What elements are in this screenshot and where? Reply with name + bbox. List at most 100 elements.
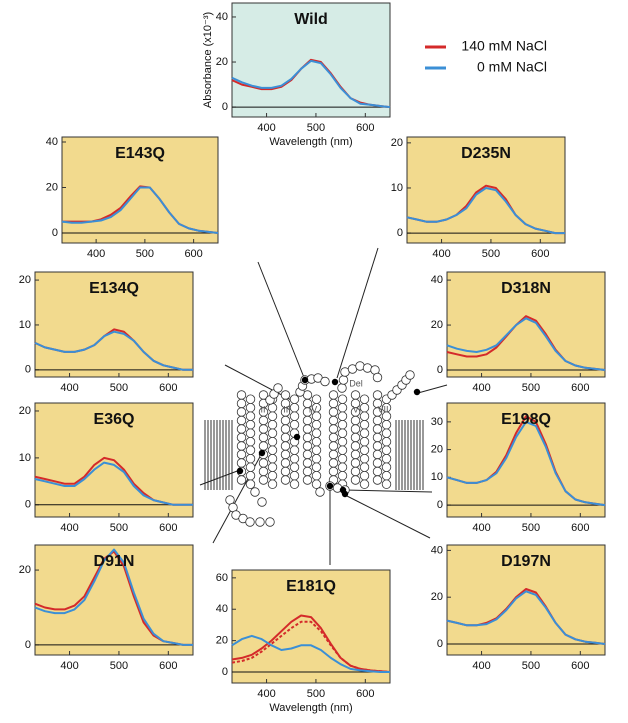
residue [372,458,383,468]
connector [344,494,431,539]
helix-label: VII [377,404,388,414]
residue [350,424,361,434]
residue [236,475,247,485]
x-tick-label: 600 [159,382,177,394]
mutation-site [413,388,421,396]
residue [245,394,256,404]
residue [350,390,361,400]
residue [359,420,370,430]
y-tick-label: 60 [216,572,228,584]
residue [359,462,370,472]
residue [280,390,291,400]
residue [359,394,370,404]
residue [236,407,247,417]
plot-area [446,544,606,656]
x-tick-label: 600 [159,660,177,672]
x-tick-label: 400 [472,660,490,672]
residue [302,466,313,477]
plot-area [446,271,606,378]
y-tick-label: 20 [216,635,228,647]
residue [381,462,392,472]
x-tick-label: 500 [110,660,128,672]
residue [381,428,392,438]
residue [245,471,256,481]
y-tick-label: 20 [19,274,31,286]
x-tick-label: 500 [522,660,540,672]
helix-label: IV [309,404,318,414]
residue [245,411,256,421]
y-tick-label: 10 [19,319,31,331]
y-axis-label: Absorbance (x10⁻³) [202,12,214,108]
residue [255,517,265,527]
y-tick-label: 0 [52,227,58,239]
residue [257,497,267,507]
y-tick-label: 20 [19,564,31,576]
x-tick-label: 500 [110,382,128,394]
panel-title: Wild [294,11,328,28]
residue [372,390,383,400]
y-tick-label: 20 [431,444,443,456]
residue [289,403,300,413]
x-tick-label: 400 [60,522,78,534]
spectrum-line [446,590,606,645]
y-tick-label: 10 [431,471,443,483]
y-tick-label: 20 [391,137,403,149]
residue [245,479,256,489]
panel-title: E36Q [94,411,135,428]
residue [280,458,291,468]
mutation-site [331,378,339,386]
residue [236,432,247,443]
residue [280,441,291,451]
helix-label: VI [353,404,362,414]
residue [405,370,415,380]
residue [245,517,255,527]
residue [289,454,300,464]
residue [289,445,300,455]
mutation-site [301,376,309,384]
residue [359,454,370,464]
residue [280,415,291,426]
y-tick-label: 20 [19,405,31,417]
y-tick-label: 0 [437,499,443,511]
residue [280,449,291,460]
residue [236,441,247,451]
residue [338,375,349,385]
residue [337,383,347,393]
x-tick-label: 600 [531,248,549,260]
residue [258,466,269,477]
x-tick-label: 600 [356,122,374,134]
residue [280,424,291,434]
y-tick-label: 10 [391,182,403,194]
connector [336,247,379,379]
panel-title: E181Q [286,578,336,595]
residue [267,411,278,421]
y-tick-label: 20 [431,319,443,331]
y-tick-label: 0 [437,364,443,376]
residue [280,475,291,485]
residue [280,432,291,443]
residue [267,454,278,464]
connector [344,489,433,493]
residue [258,424,269,434]
x-tick-label: 600 [356,688,374,700]
spectrum-line [231,614,391,673]
residue [311,462,322,472]
mutation-site [258,449,266,457]
residue [265,517,275,527]
residue [328,415,339,426]
residue [328,449,339,460]
x-tick-label: 400 [257,688,275,700]
x-tick-label: 500 [307,122,325,134]
residue [267,471,278,481]
residue [381,479,392,489]
connector [257,261,306,381]
residue [372,441,383,451]
residue [350,475,361,485]
x-tick-label: 400 [60,660,78,672]
residue [245,454,256,464]
plot-area [34,271,194,378]
residue [302,415,313,426]
x-tick-label: 500 [522,522,540,534]
residue [302,441,313,451]
